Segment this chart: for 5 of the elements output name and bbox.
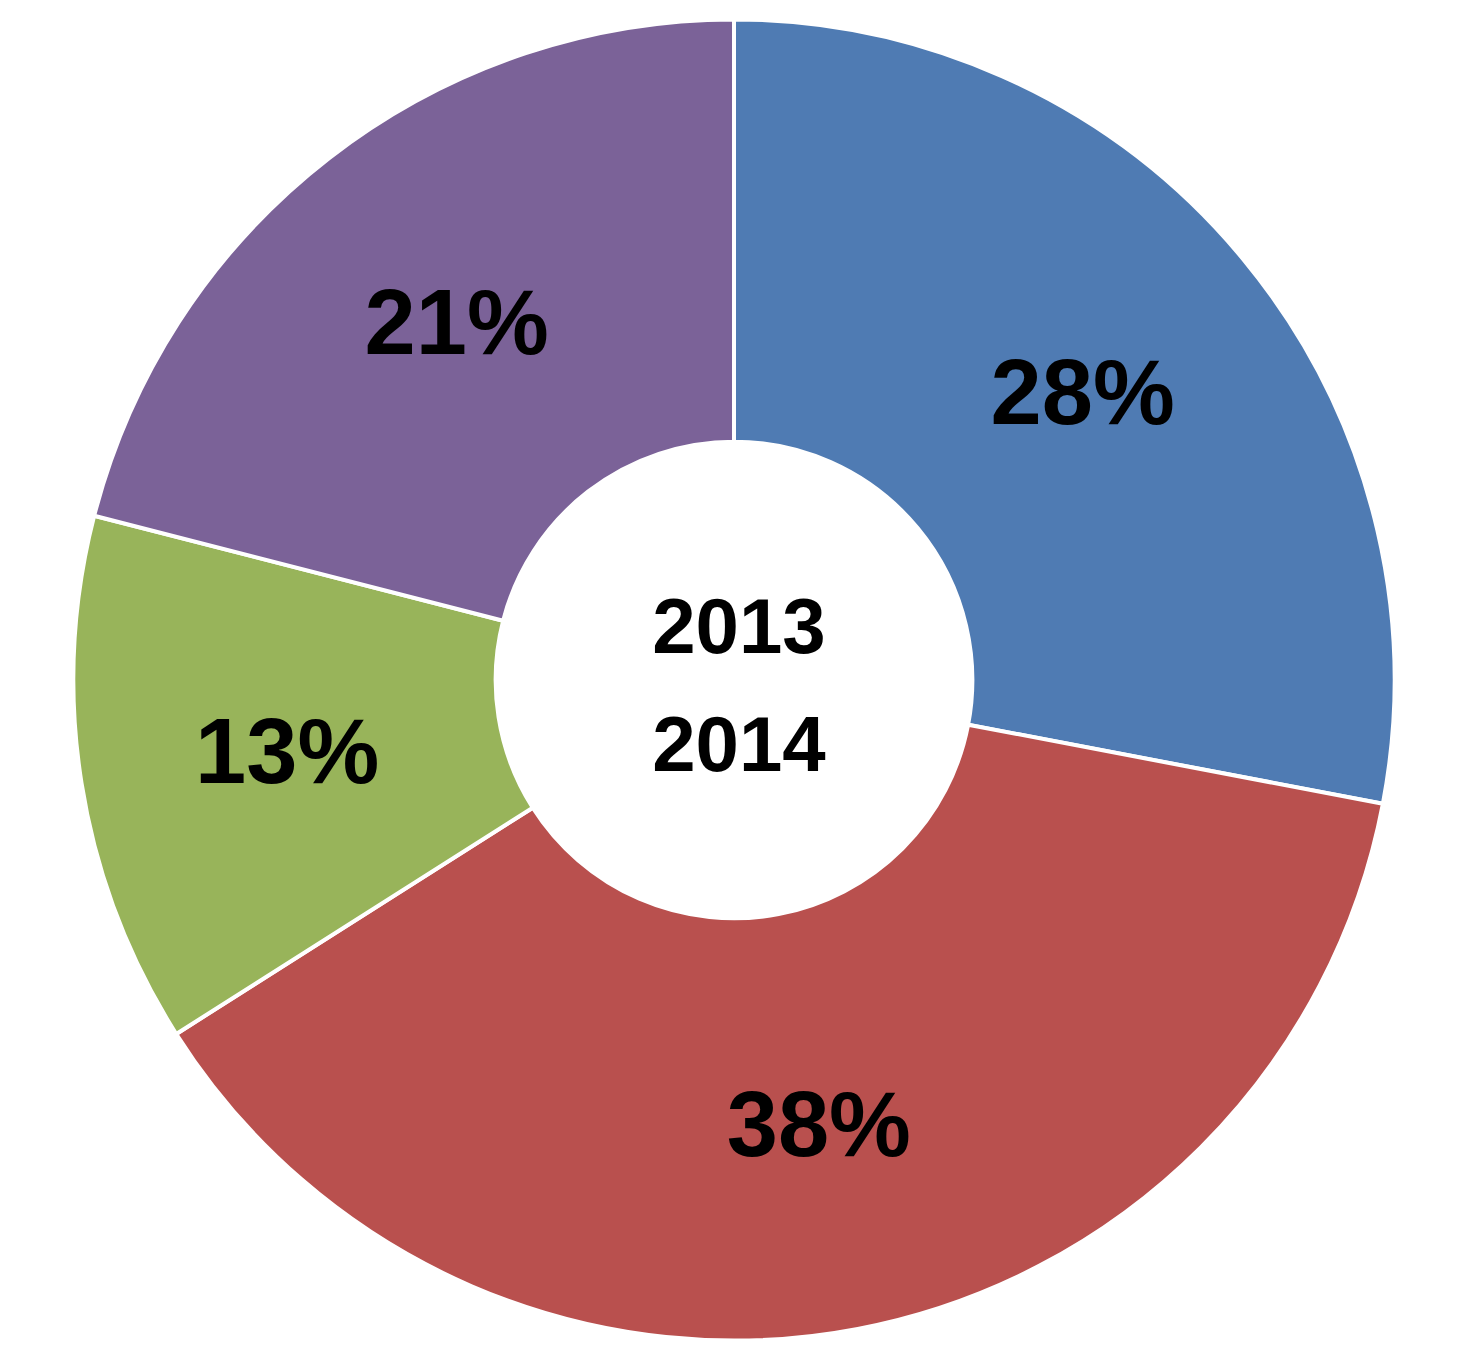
data-label: 21% <box>364 271 549 374</box>
data-label: 13% <box>195 699 380 802</box>
text: 2013 2014 <box>652 582 826 788</box>
data-label: 28% <box>990 340 1175 443</box>
data-label: 38% <box>726 1073 911 1176</box>
